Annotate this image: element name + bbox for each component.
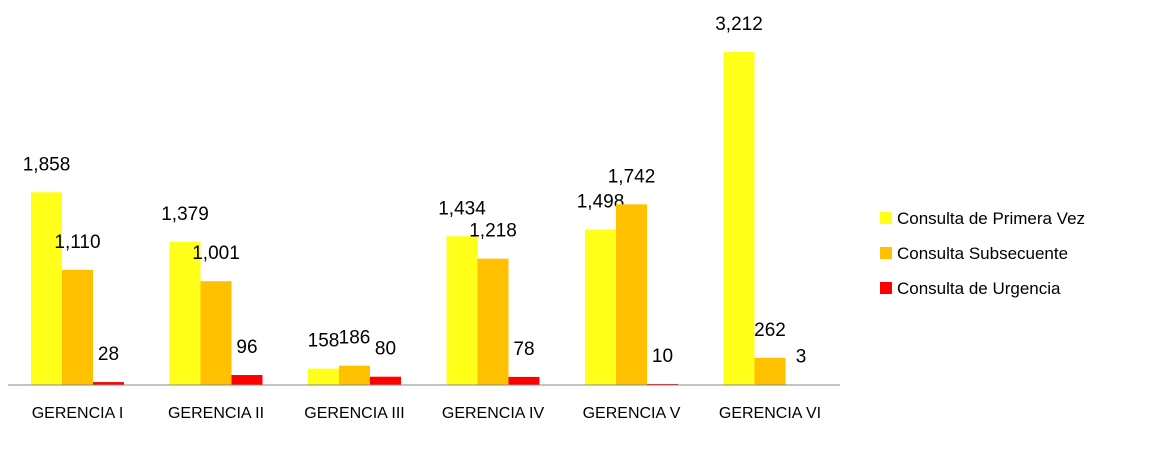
legend-swatch bbox=[880, 282, 892, 294]
data-label: 1,001 bbox=[192, 243, 240, 264]
data-label: 186 bbox=[339, 328, 371, 349]
bar bbox=[200, 281, 232, 385]
data-label: 1,742 bbox=[608, 166, 656, 187]
bar bbox=[647, 383, 678, 385]
data-label: 3,212 bbox=[715, 14, 763, 35]
bar bbox=[370, 376, 401, 385]
bar bbox=[508, 376, 540, 385]
bar bbox=[616, 204, 647, 385]
data-label: 28 bbox=[98, 344, 119, 365]
bar bbox=[446, 236, 478, 385]
bar bbox=[62, 269, 93, 385]
bar bbox=[723, 51, 755, 385]
bar bbox=[93, 382, 124, 385]
x-tick-label: GERENCIA V bbox=[583, 405, 681, 422]
bar bbox=[477, 258, 509, 385]
data-label: 1,379 bbox=[161, 204, 209, 225]
data-label: 3 bbox=[796, 347, 807, 368]
x-tick-label: GERENCIA VI bbox=[719, 405, 821, 422]
legend-label: Consulta Subsecuente bbox=[897, 244, 1068, 263]
legend-label: Consulta de Urgencia bbox=[897, 279, 1061, 298]
bar bbox=[754, 357, 786, 385]
data-label: 1,858 bbox=[23, 154, 71, 175]
x-tick-label: GERENCIA IV bbox=[442, 405, 545, 422]
bar bbox=[169, 241, 201, 385]
bar bbox=[339, 365, 370, 385]
data-label: 10 bbox=[652, 346, 673, 367]
x-tick-label: GERENCIA III bbox=[304, 405, 404, 422]
data-label: 80 bbox=[375, 339, 396, 360]
data-label: 1,498 bbox=[577, 192, 625, 213]
bar bbox=[308, 368, 339, 385]
data-label: 1,110 bbox=[54, 232, 100, 253]
bar bbox=[231, 375, 263, 385]
legend-label: Consulta de Primera Vez bbox=[897, 209, 1085, 228]
legend-swatch bbox=[880, 247, 892, 259]
legend-swatch bbox=[880, 212, 892, 224]
data-label: 262 bbox=[754, 320, 786, 341]
data-label: 1,434 bbox=[438, 198, 486, 219]
data-label: 158 bbox=[308, 331, 340, 352]
data-label: 78 bbox=[513, 339, 534, 360]
bar bbox=[31, 192, 62, 385]
bar bbox=[585, 229, 616, 385]
x-tick-label: GERENCIA I bbox=[32, 405, 124, 422]
x-tick-label: GERENCIA II bbox=[168, 405, 264, 422]
data-label: 1,218 bbox=[469, 221, 517, 242]
data-label: 96 bbox=[236, 337, 257, 358]
